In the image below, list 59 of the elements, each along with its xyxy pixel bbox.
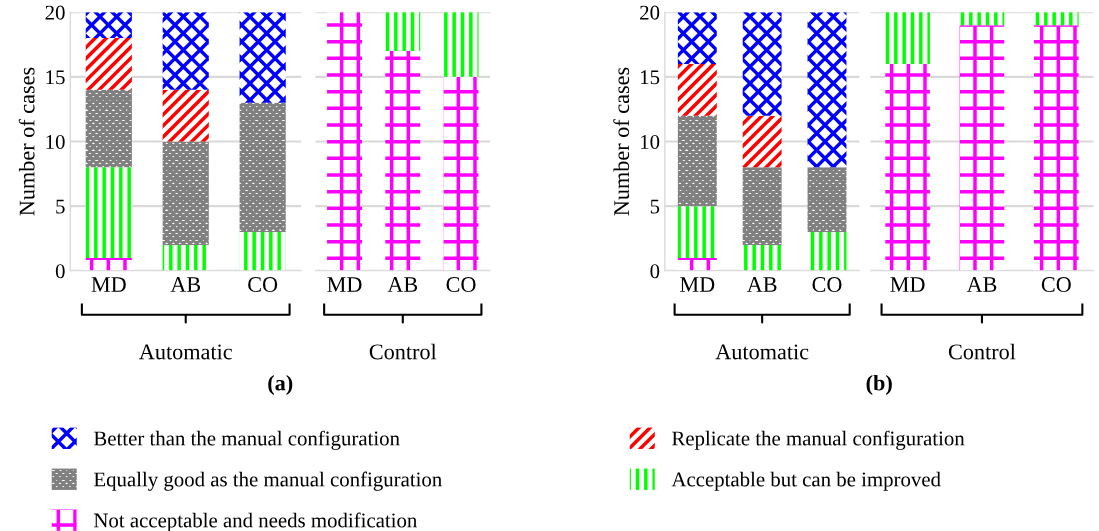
bar — [162, 141, 209, 245]
bar — [85, 257, 132, 271]
bar — [807, 12, 847, 168]
bar — [162, 89, 209, 142]
legend-label: Not acceptable and needs modification — [93, 512, 418, 531]
y-tick-label: 5 — [650, 199, 660, 214]
bar — [742, 12, 782, 116]
bar — [677, 12, 717, 64]
x-axis-title: Automatic — [715, 344, 809, 360]
x-axis-title: Automatic — [139, 344, 232, 360]
bar — [742, 115, 782, 168]
y-axis-title: Number of cases — [613, 67, 630, 216]
y-tick-label: 5 — [56, 199, 65, 214]
legend-label: Equally good as the manual configuration — [93, 471, 442, 491]
bar — [85, 89, 132, 168]
bar — [807, 232, 847, 271]
y-tick-label: 10 — [46, 134, 65, 149]
x-tick-label: MD — [327, 277, 362, 292]
x-tick-label: CO — [446, 277, 476, 292]
bar — [85, 12, 132, 39]
bar — [742, 244, 782, 271]
y-tick-label: 15 — [46, 70, 65, 85]
bar — [85, 167, 132, 258]
bar — [742, 167, 782, 245]
bar — [162, 12, 209, 90]
x-tick-label: AB — [746, 277, 777, 292]
y-tick-label: 0 — [650, 264, 660, 279]
bar — [239, 102, 286, 233]
x-axis-title: Control — [948, 343, 1016, 360]
y-tick-label: 0 — [55, 264, 65, 279]
x-tick-label: AB — [170, 277, 201, 292]
x-tick-label: MD — [680, 277, 715, 292]
x-tick-label: CO — [1041, 277, 1071, 292]
bar — [162, 244, 209, 271]
bar — [677, 206, 717, 258]
bar — [677, 115, 717, 207]
x-tick-label: CO — [812, 277, 842, 292]
legend-label: Better than the manual configuration — [93, 430, 400, 450]
x-tick-label: AB — [387, 277, 418, 292]
y-tick-label: 20 — [640, 5, 660, 20]
bar — [677, 257, 717, 271]
y-tick-label: 15 — [641, 70, 660, 85]
bar — [85, 38, 132, 90]
text: (b) — [866, 374, 892, 396]
legend-label: Acceptable but can be improved — [671, 471, 941, 491]
x-tick-label: CO — [248, 277, 278, 292]
legend-label: Replicate the manual configuration — [672, 430, 965, 450]
bar — [239, 12, 286, 103]
bar — [677, 63, 717, 116]
x-tick-label: MD — [91, 277, 126, 292]
y-tick-label: 10 — [641, 134, 660, 149]
x-axis-title: Control — [369, 343, 437, 360]
x-tick-label: AB — [966, 277, 997, 292]
text: (a) — [268, 374, 293, 396]
y-tick-label: 20 — [45, 5, 65, 20]
y-axis-title: Number of cases — [18, 67, 35, 216]
bar — [239, 232, 286, 271]
bar — [807, 167, 847, 233]
x-tick-label: MD — [890, 277, 925, 292]
